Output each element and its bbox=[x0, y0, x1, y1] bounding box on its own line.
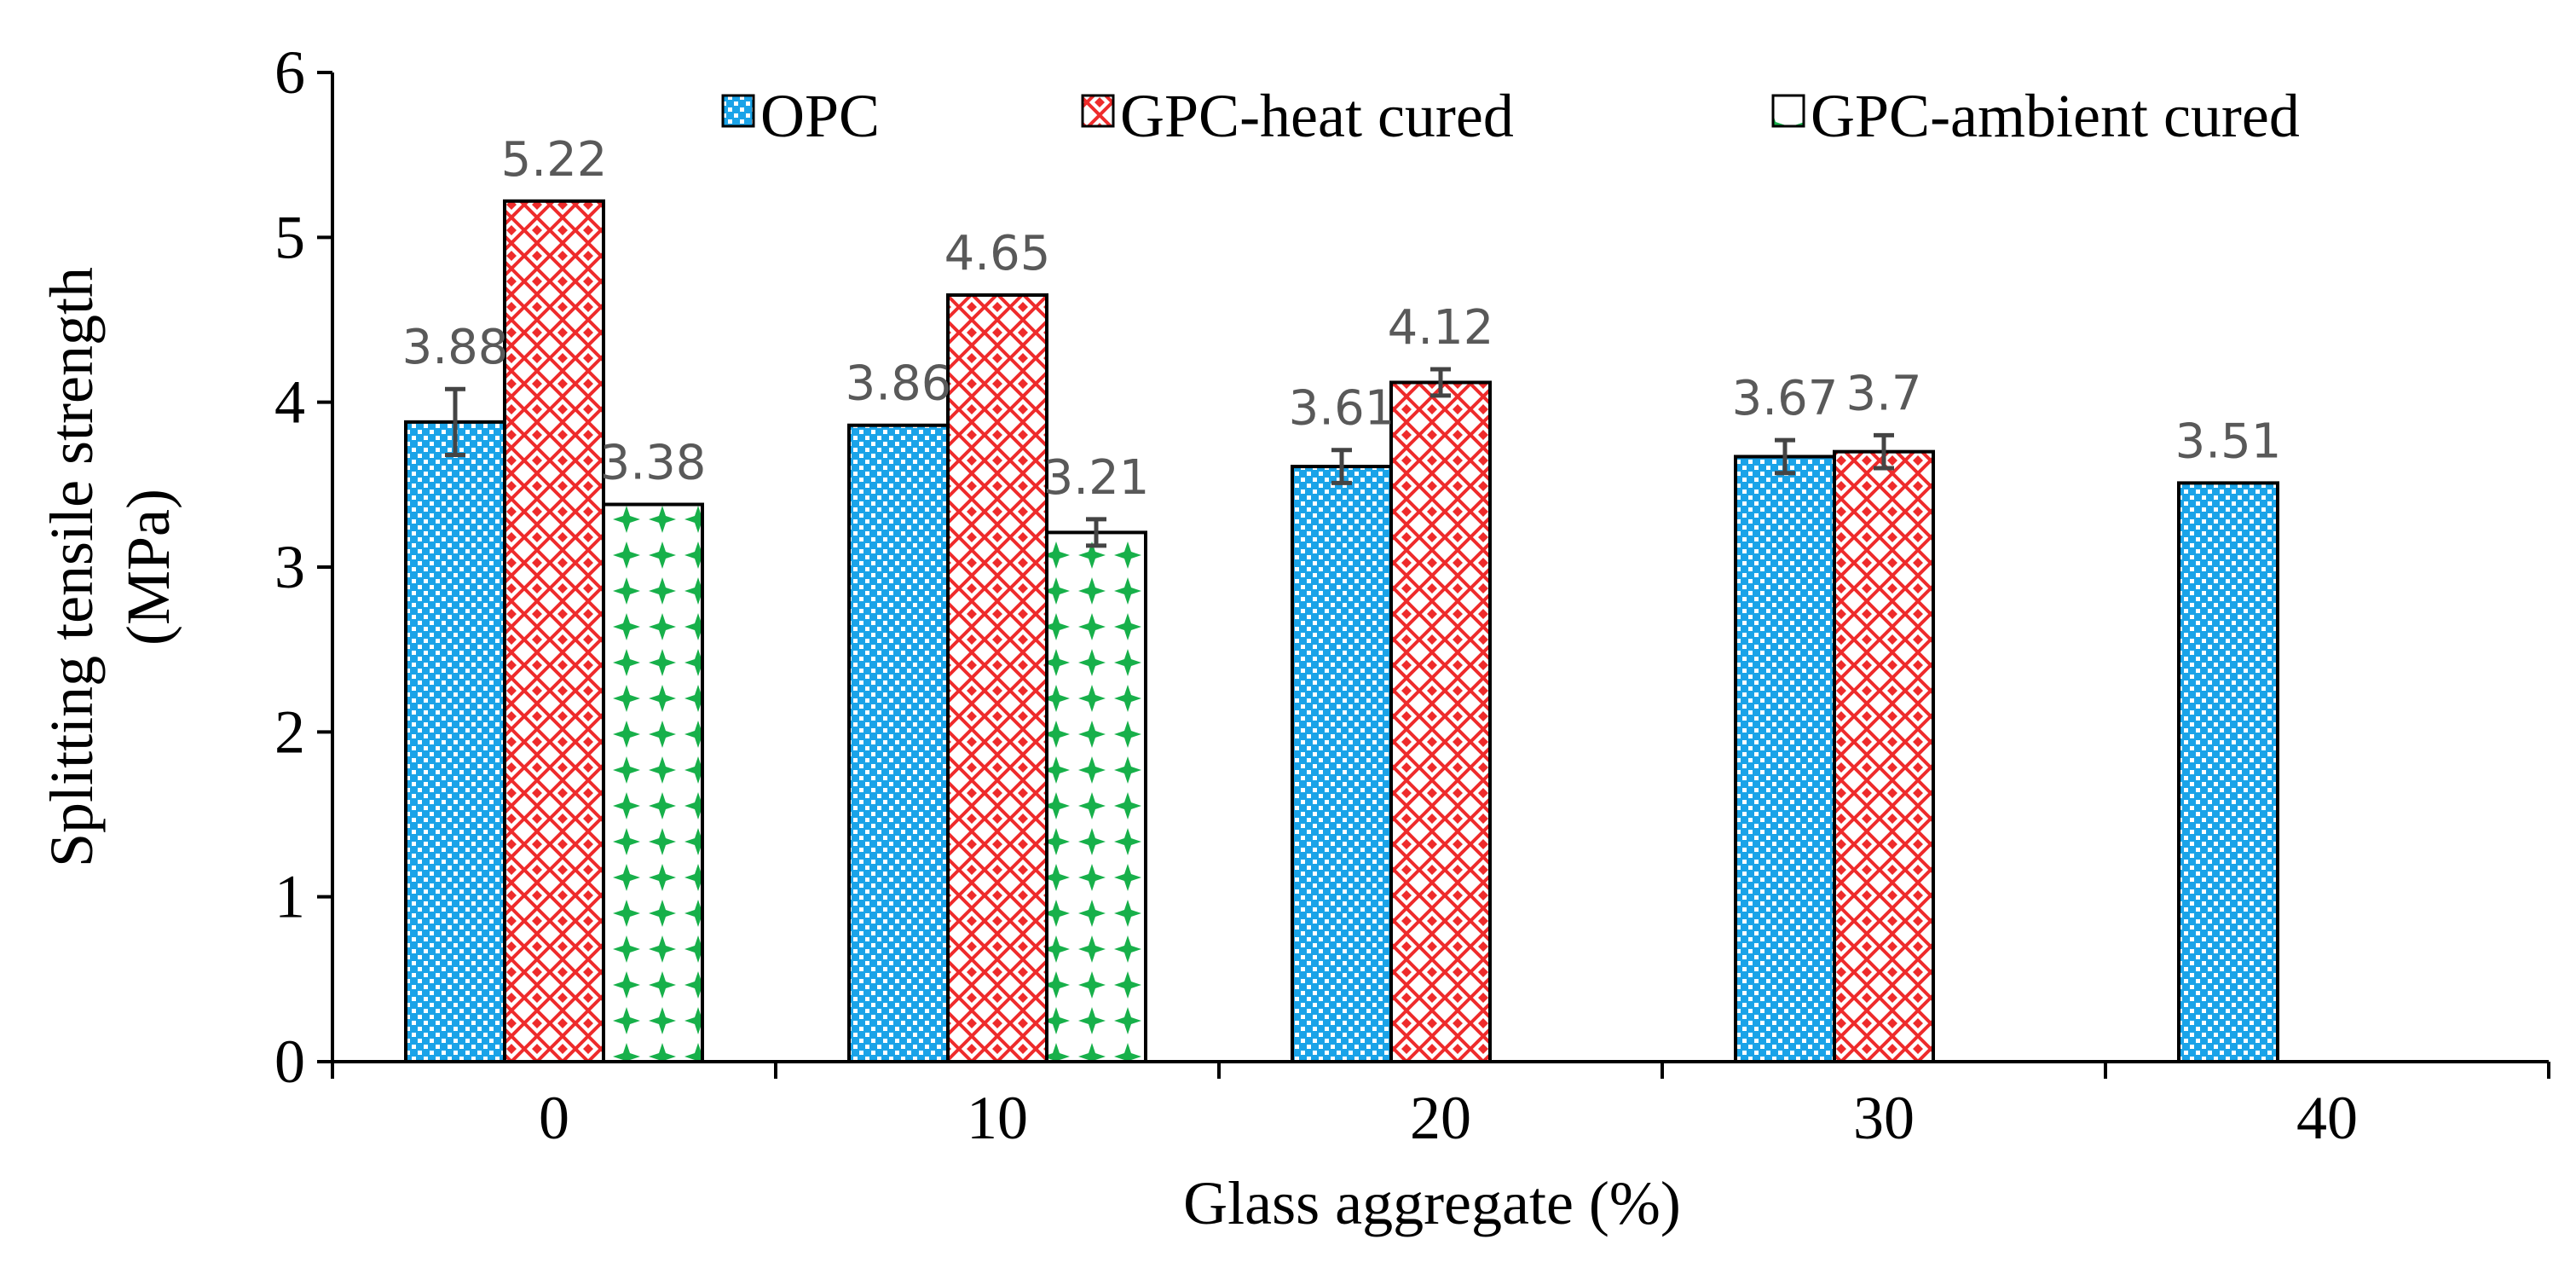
x-tick-label: 40 bbox=[2296, 1084, 2358, 1152]
x-axis-title: Glass aggregate (%) bbox=[1183, 1169, 1681, 1237]
legend-label-opc: OPC bbox=[760, 82, 880, 150]
data-label-opc-20: 3.61 bbox=[1289, 381, 1395, 437]
data-label-gpc-heat-cured-30: 3.7 bbox=[1845, 366, 1921, 421]
y-tick-label: 2 bbox=[274, 698, 305, 766]
data-label-opc-0: 3.88 bbox=[402, 320, 509, 375]
data-label-gpc-heat-cured-0: 5.22 bbox=[501, 132, 608, 188]
data-label-gpc-ambient-cured-0: 3.38 bbox=[600, 436, 707, 491]
bar-gpc-heat-cured-10 bbox=[946, 293, 1048, 1063]
legend-swatch-opc bbox=[721, 94, 755, 128]
y-axis-title-line2: (MPa) bbox=[114, 489, 182, 646]
legend-item-gpc-heat-cured: GPC-heat cured bbox=[1081, 82, 1514, 150]
bar-gpc-ambient-cured-0 bbox=[602, 502, 704, 1063]
x-tick-label: 30 bbox=[1853, 1084, 1915, 1152]
x-tick-label: 10 bbox=[967, 1084, 1028, 1152]
legend: OPC GPC-heat cured GPC-ambient cured bbox=[721, 82, 2300, 150]
legend-swatch-gpc-ambient-cured bbox=[1771, 94, 1805, 128]
data-label-opc-10: 3.86 bbox=[846, 356, 952, 412]
y-tick-label: 3 bbox=[274, 533, 305, 601]
legend-label-gpc-heat-cured: GPC-heat cured bbox=[1120, 82, 1514, 150]
bar-opc-10 bbox=[847, 423, 950, 1063]
y-tick-label: 6 bbox=[274, 38, 305, 107]
data-label-opc-40: 3.51 bbox=[2175, 414, 2282, 469]
data-label-gpc-heat-cured-20: 4.12 bbox=[1388, 300, 1494, 356]
y-tick-label: 0 bbox=[274, 1028, 305, 1096]
legend-item-opc: OPC bbox=[721, 82, 880, 150]
bar-gpc-heat-cured-20 bbox=[1389, 380, 1492, 1063]
bar-opc-20 bbox=[1291, 465, 1393, 1063]
y-tick-label: 5 bbox=[274, 203, 305, 271]
x-tick-label: 0 bbox=[539, 1084, 569, 1152]
y-tick-label: 4 bbox=[274, 368, 305, 437]
legend-item-gpc-ambient-cured: GPC-ambient cured bbox=[1771, 82, 2300, 150]
y-tick-label: 1 bbox=[274, 863, 305, 931]
data-label-gpc-heat-cured-10: 4.65 bbox=[944, 226, 1051, 281]
y-axis-title-line1: Splitting tensile strength bbox=[38, 267, 106, 867]
data-label-opc-30: 3.67 bbox=[1732, 371, 1839, 426]
bar-gpc-heat-cured-30 bbox=[1833, 449, 1935, 1063]
bar-opc-0 bbox=[404, 420, 506, 1064]
bar-opc-40 bbox=[2177, 481, 2279, 1063]
legend-label-gpc-ambient-cured: GPC-ambient cured bbox=[1811, 82, 2300, 150]
x-tick-label: 20 bbox=[1410, 1084, 1471, 1152]
bar-opc-30 bbox=[1734, 455, 1836, 1063]
legend-swatch-gpc-heat-cured bbox=[1081, 94, 1115, 128]
data-label-gpc-ambient-cured-10: 3.21 bbox=[1043, 450, 1150, 506]
bar-gpc-ambient-cured-10 bbox=[1045, 530, 1147, 1063]
bar-gpc-heat-cured-0 bbox=[503, 199, 605, 1064]
